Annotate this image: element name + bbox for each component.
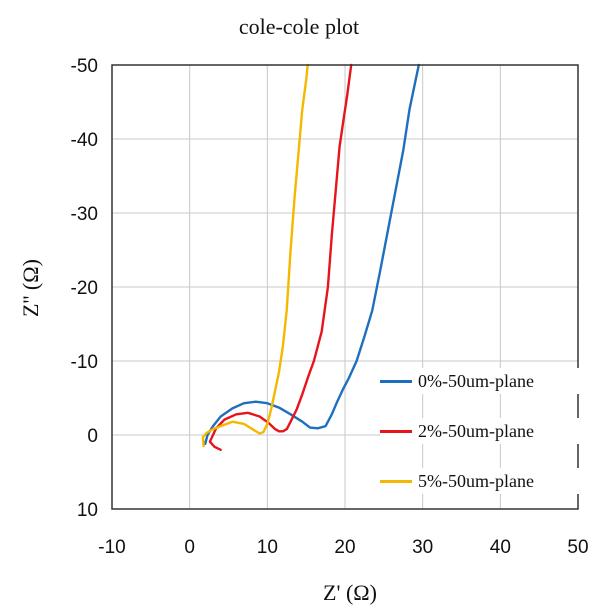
series-line-1	[208, 63, 353, 451]
legend-item-1: 2%-50um-plane	[380, 418, 590, 444]
legend-label-0: 0%-50um-plane	[418, 370, 534, 391]
y-tick-label: 10	[77, 500, 98, 521]
legend-swatch-1	[380, 429, 412, 433]
series-layer	[201, 63, 420, 451]
legend-label-1: 2%-50um-plane	[418, 420, 534, 441]
legend-swatch-2	[380, 479, 412, 483]
legend-label-2: 5%-50um-plane	[418, 470, 534, 491]
x-tick-label: -10	[98, 537, 125, 558]
x-tick-label: 50	[567, 537, 588, 558]
y-tick-label: -20	[71, 278, 98, 299]
tick-labels: -10 0 10 20 30 40 50 -50 -40 -30 -20 -10 0 10	[71, 56, 589, 558]
x-tick-label: 40	[490, 537, 511, 558]
y-tick-label: 0	[87, 426, 98, 447]
x-tick-label: 20	[334, 537, 355, 558]
y-tick-label: -10	[71, 352, 98, 373]
legend-swatch-0	[380, 379, 412, 383]
chart-title: cole-cole plot	[238, 14, 360, 39]
x-axis-label: Z' (Ω)	[323, 580, 377, 605]
plot-frame	[111, 64, 579, 510]
legend-item-2: 5%-50um-plane	[380, 468, 590, 494]
x-tick-label: 30	[412, 537, 433, 558]
series-line-0	[203, 63, 420, 446]
x-tick-label: 0	[184, 537, 195, 558]
y-tick-label: -30	[71, 204, 98, 225]
legend-item-0: 0%-50um-plane	[380, 368, 590, 394]
y-tick-label: -40	[71, 130, 98, 151]
y-tick-label: -50	[71, 56, 98, 77]
y-axis-label: Z'' (Ω)	[18, 259, 43, 317]
legend: 0%-50um-plane 2%-50um-plane 5%-50um-plan…	[380, 368, 590, 518]
x-tick-label: 10	[257, 537, 278, 558]
series-line-2	[201, 63, 309, 448]
